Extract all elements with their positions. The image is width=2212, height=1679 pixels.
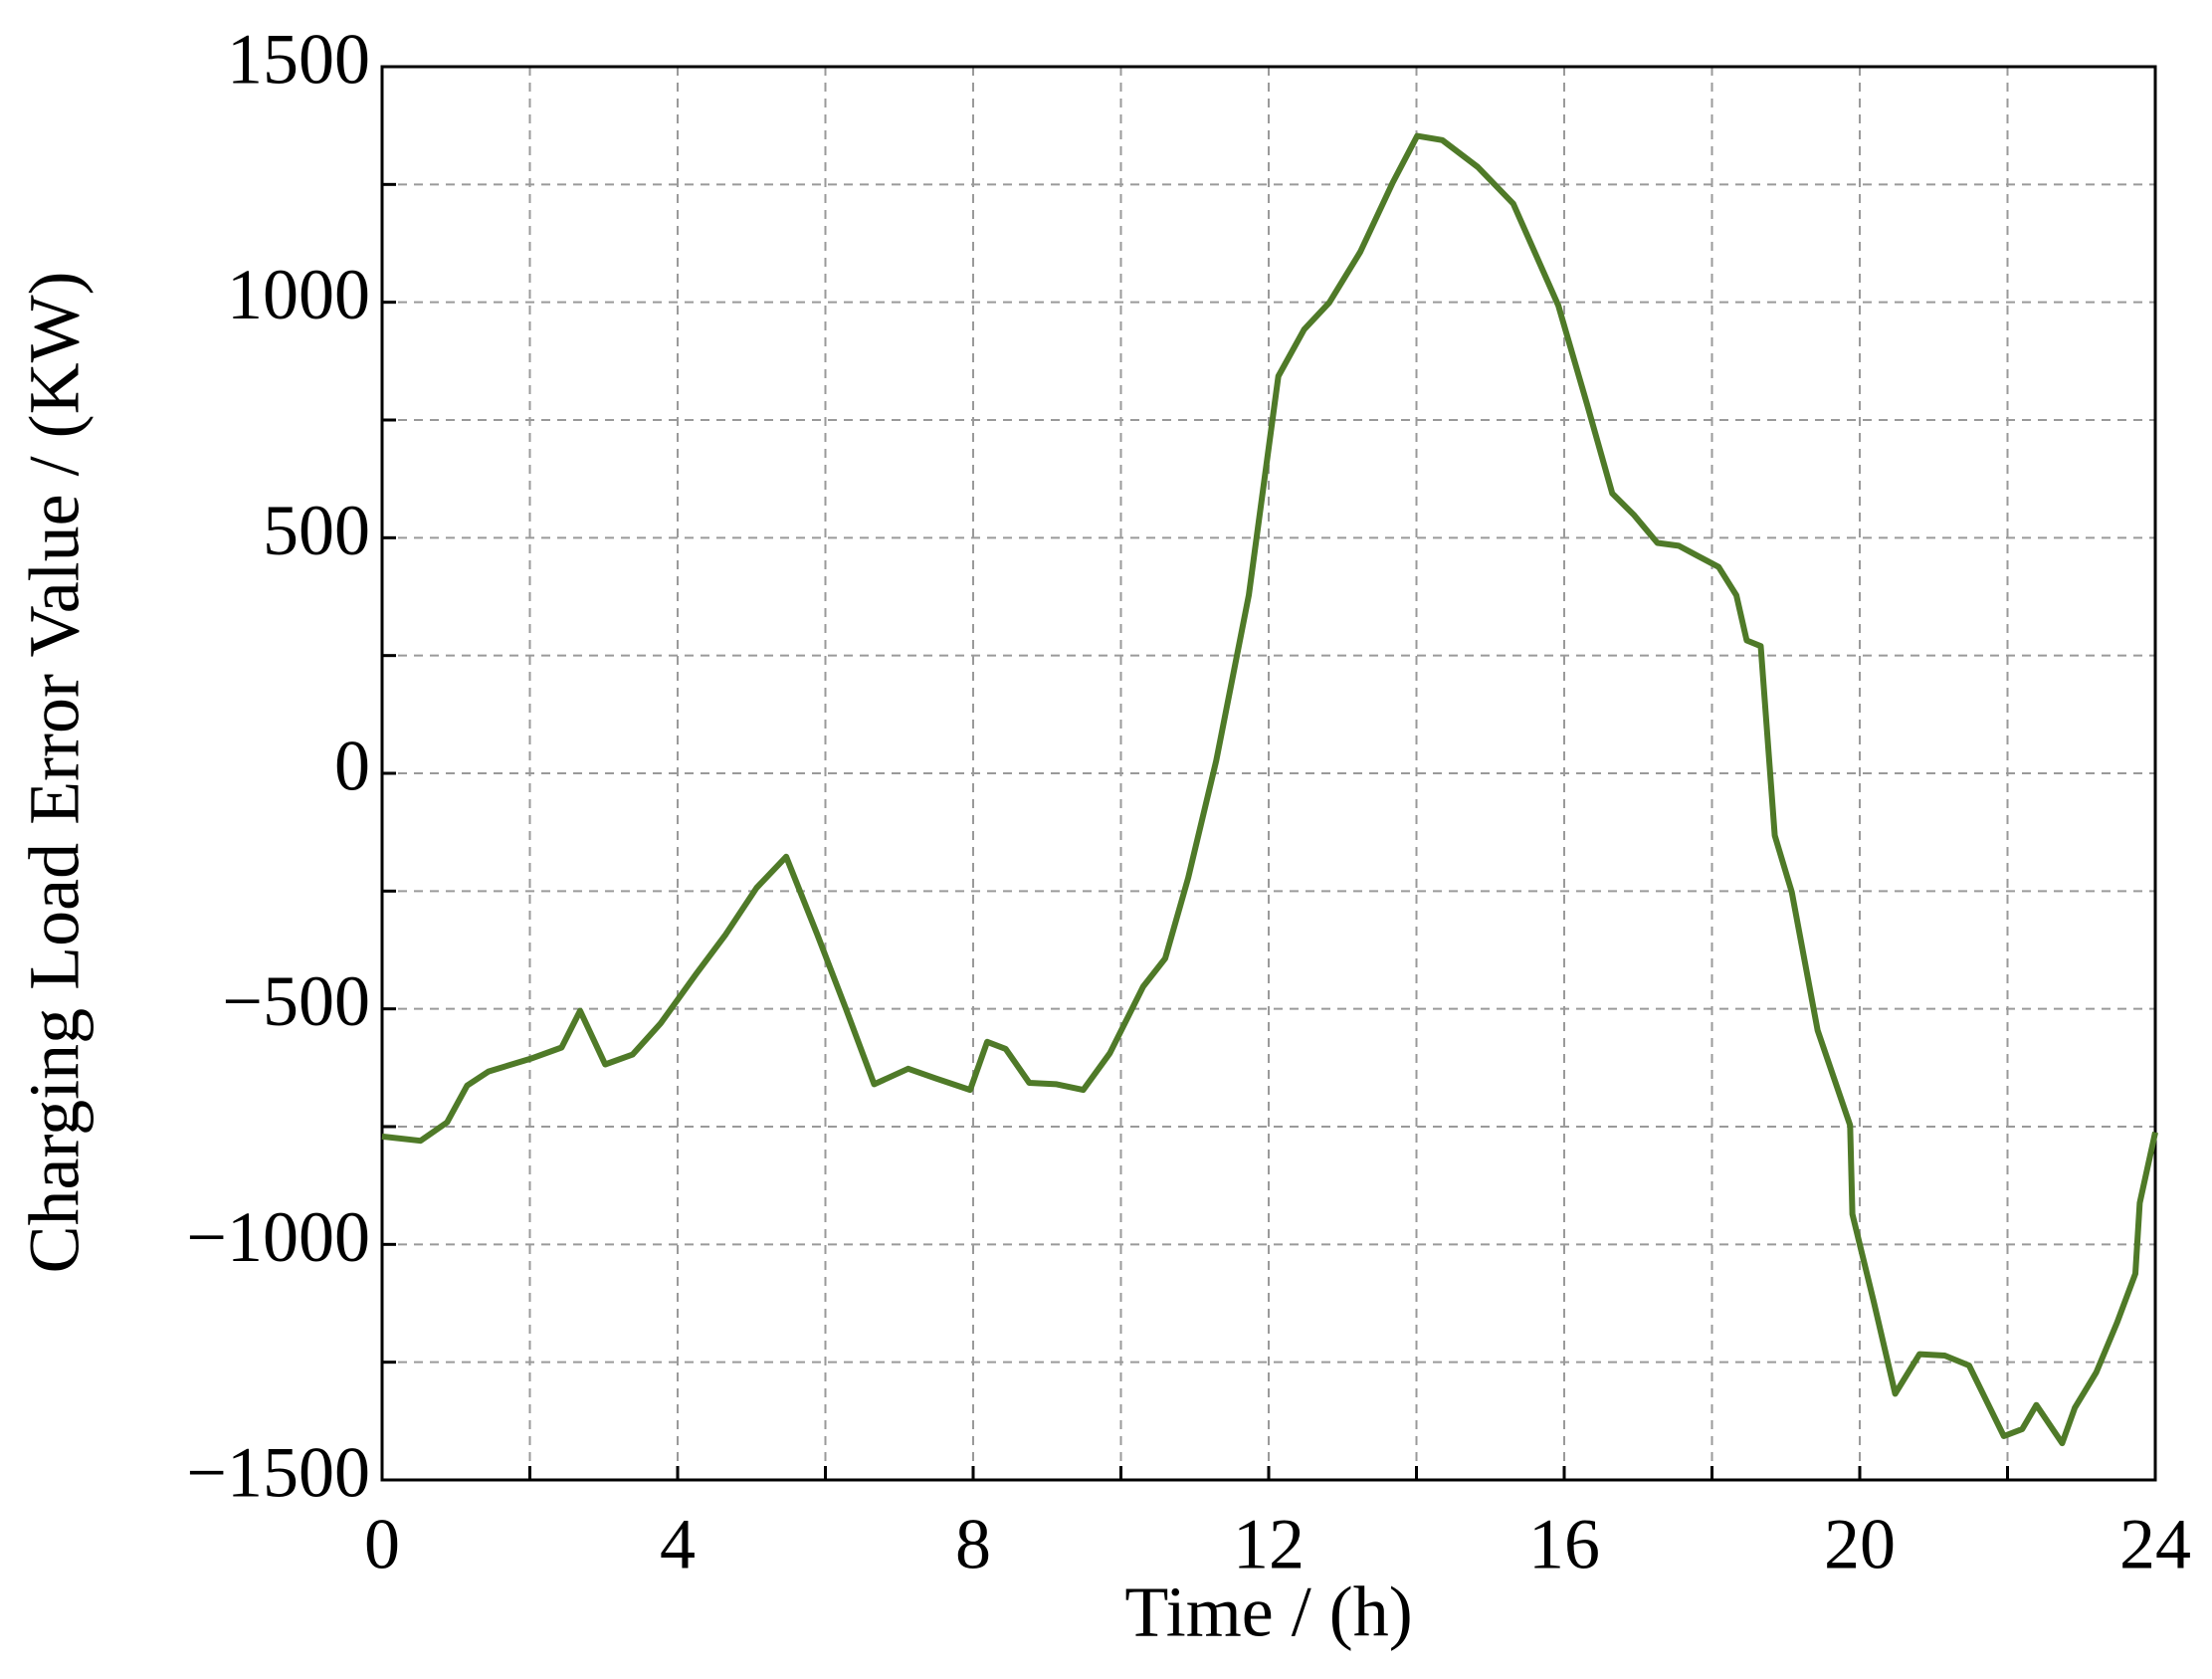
x-tick-label: 8 xyxy=(955,1505,991,1584)
y-tick-label: −500 xyxy=(222,961,370,1041)
y-tick-label: −1500 xyxy=(186,1433,370,1513)
x-tick-label: 24 xyxy=(2119,1505,2191,1584)
x-tick-label: 0 xyxy=(364,1505,400,1584)
x-tick-label: 16 xyxy=(1528,1505,1600,1584)
x-tick-label: 4 xyxy=(660,1505,696,1584)
y-tick-label: 1500 xyxy=(227,20,370,100)
plot-frame xyxy=(380,65,2157,1482)
y-axis-label: Charging Load Error Value / (KW) xyxy=(15,271,95,1273)
y-tick-label: 0 xyxy=(334,727,370,806)
x-tick-label: 20 xyxy=(1824,1505,1896,1584)
y-tick-label: −1000 xyxy=(186,1197,370,1277)
y-tick-label: 1000 xyxy=(227,255,370,334)
x-axis-label: Time / (h) xyxy=(1124,1573,1412,1652)
data-line xyxy=(381,132,2158,1447)
x-tick-label: 12 xyxy=(1233,1505,1305,1584)
y-tick-label: 500 xyxy=(263,491,370,570)
